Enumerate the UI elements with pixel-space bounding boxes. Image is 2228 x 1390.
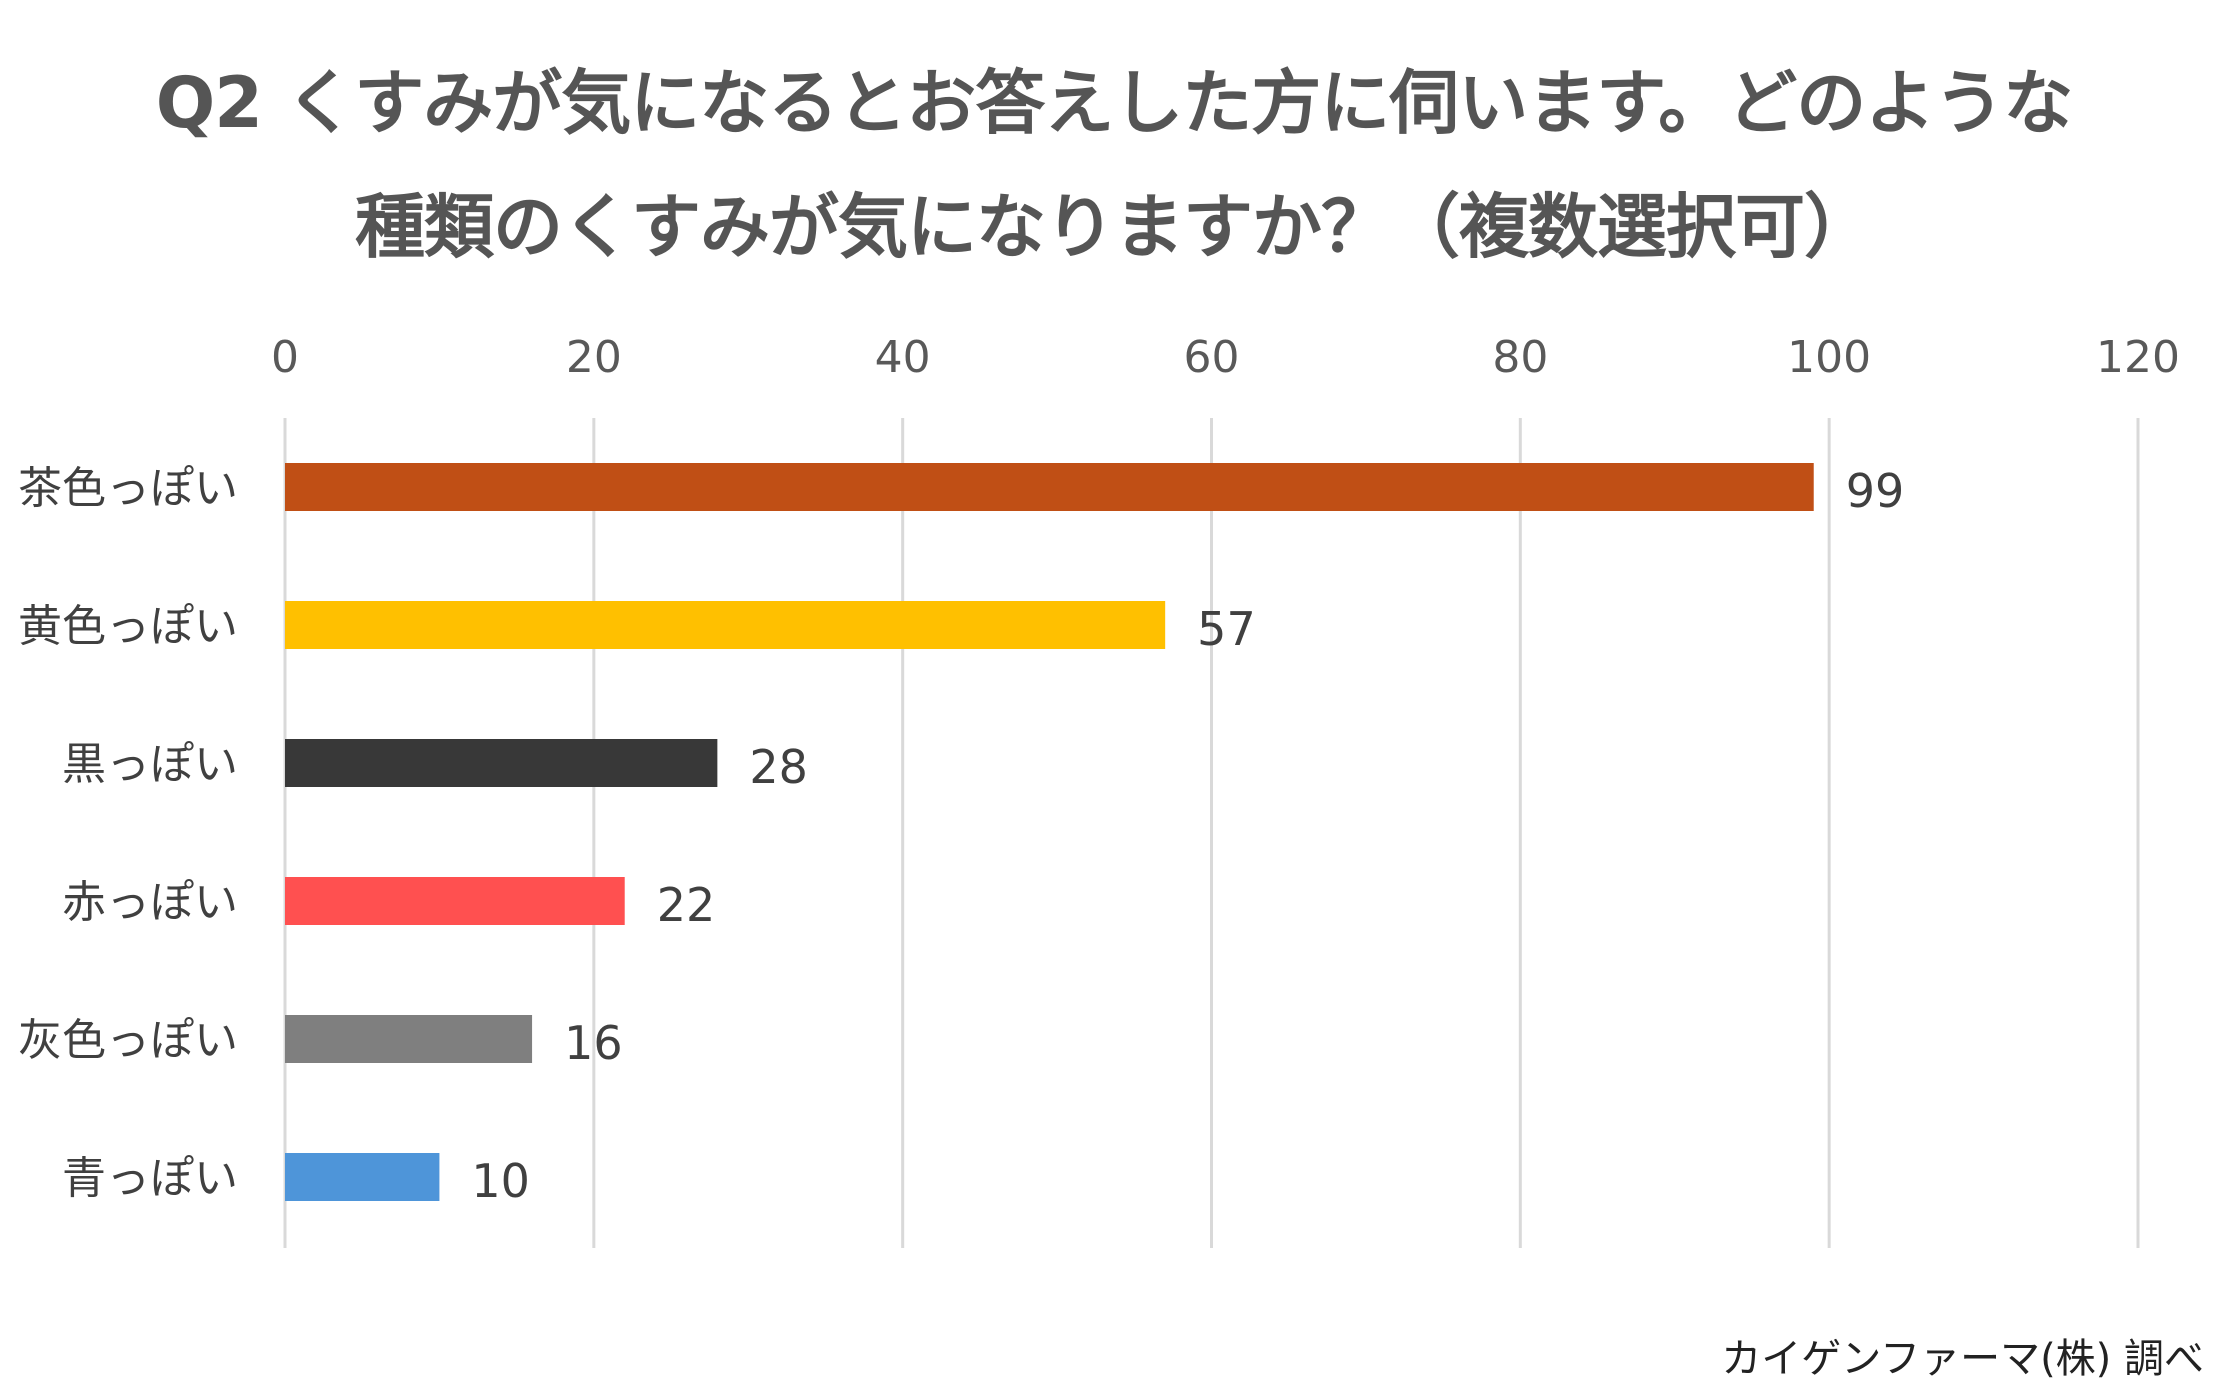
bar xyxy=(285,463,1814,511)
x-tick-label: 80 xyxy=(1492,332,1548,383)
category-label: 灰色っぽい xyxy=(18,1015,238,1066)
category-label: 赤っぽい xyxy=(62,877,238,928)
x-tick-label: 40 xyxy=(875,332,931,383)
data-label: 22 xyxy=(657,878,716,932)
data-label: 10 xyxy=(471,1154,530,1208)
x-tick-label: 120 xyxy=(2096,332,2180,383)
x-tick-label: 0 xyxy=(271,332,299,383)
bar xyxy=(285,601,1166,649)
bar xyxy=(285,739,718,787)
category-label: 青っぽい xyxy=(62,1153,238,1204)
value-labels: 99 57 28 22 16 10 xyxy=(471,464,1904,1208)
bar xyxy=(285,1015,533,1063)
chart-title-line-2: 種類のくすみが気になりますか？（複数選択可） xyxy=(355,186,1874,268)
x-tick-label: 20 xyxy=(566,332,622,383)
bars xyxy=(285,463,1814,1201)
data-label: 99 xyxy=(1846,464,1905,518)
data-label: 28 xyxy=(749,740,808,794)
x-tick-label: 60 xyxy=(1184,332,1240,383)
gridlines xyxy=(283,418,2140,1248)
x-axis-ticks: 0 20 40 60 80 100 120 xyxy=(271,332,2180,383)
data-label: 16 xyxy=(564,1016,623,1070)
category-label: 黒っぽい xyxy=(62,739,238,790)
data-label: 57 xyxy=(1197,602,1256,656)
bar xyxy=(285,877,625,925)
chart-title-line-1: Q2 くすみが気になるとお答えした方に伺います。どのような xyxy=(155,62,2074,144)
x-tick-label: 100 xyxy=(1787,332,1871,383)
category-label: 黄色っぽい xyxy=(18,601,238,652)
source-note: カイゲンファーマ(株) 調べ xyxy=(1721,1336,2204,1382)
category-label: 茶色っぽい xyxy=(18,463,238,514)
bar xyxy=(285,1153,440,1201)
